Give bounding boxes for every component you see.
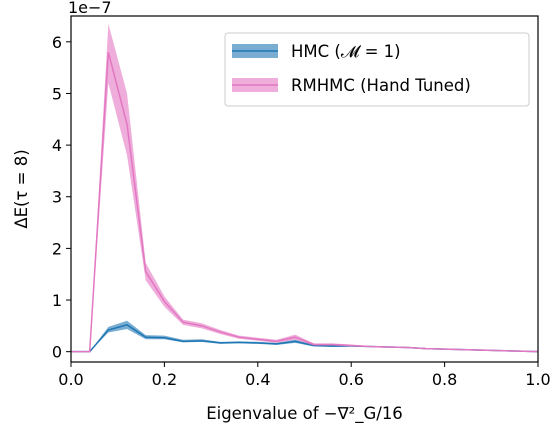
y-tick-label: 3 — [52, 188, 62, 207]
legend-label-hmc: HMC (𝓜 = 1) — [291, 42, 401, 61]
y-ticks: 0 1 2 3 4 5 6 — [52, 33, 71, 362]
legend: HMC (𝓜 = 1) RMHMC (Hand Tuned) — [224, 32, 530, 107]
y-axis-label: ΔE(τ = 8) — [12, 149, 31, 228]
y-tick-label: 2 — [52, 239, 62, 258]
x-tick-label: 0.2 — [152, 370, 177, 389]
legend-label-rmhmc: RMHMC (Hand Tuned) — [291, 76, 471, 95]
x-ticks: 0.0 0.2 0.4 0.6 0.8 1.0 — [58, 362, 551, 389]
plot-frame — [70, 15, 539, 363]
series-layer — [71, 23, 539, 353]
y-tick-label: 6 — [52, 33, 62, 52]
band-hmc — [71, 320, 538, 352]
y-tick-label: 0 — [52, 343, 62, 362]
x-tick-label: 0.8 — [432, 370, 457, 389]
x-tick-label: 0.0 — [58, 370, 83, 389]
legend-box — [224, 32, 530, 107]
y-offset-text: 1e−7 — [68, 0, 112, 17]
y-tick-label: 4 — [52, 136, 62, 155]
x-axis-label: Eigenvalue of −∇²_G/16 — [206, 404, 403, 424]
x-tick-label: 0.4 — [245, 370, 270, 389]
x-tick-label: 1.0 — [525, 370, 550, 389]
y-tick-label: 1 — [52, 291, 62, 310]
y-tick-label: 5 — [52, 84, 62, 103]
line-rmhmc — [71, 51, 539, 353]
line-hmc — [71, 324, 539, 353]
x-tick-label: 0.6 — [338, 370, 363, 389]
